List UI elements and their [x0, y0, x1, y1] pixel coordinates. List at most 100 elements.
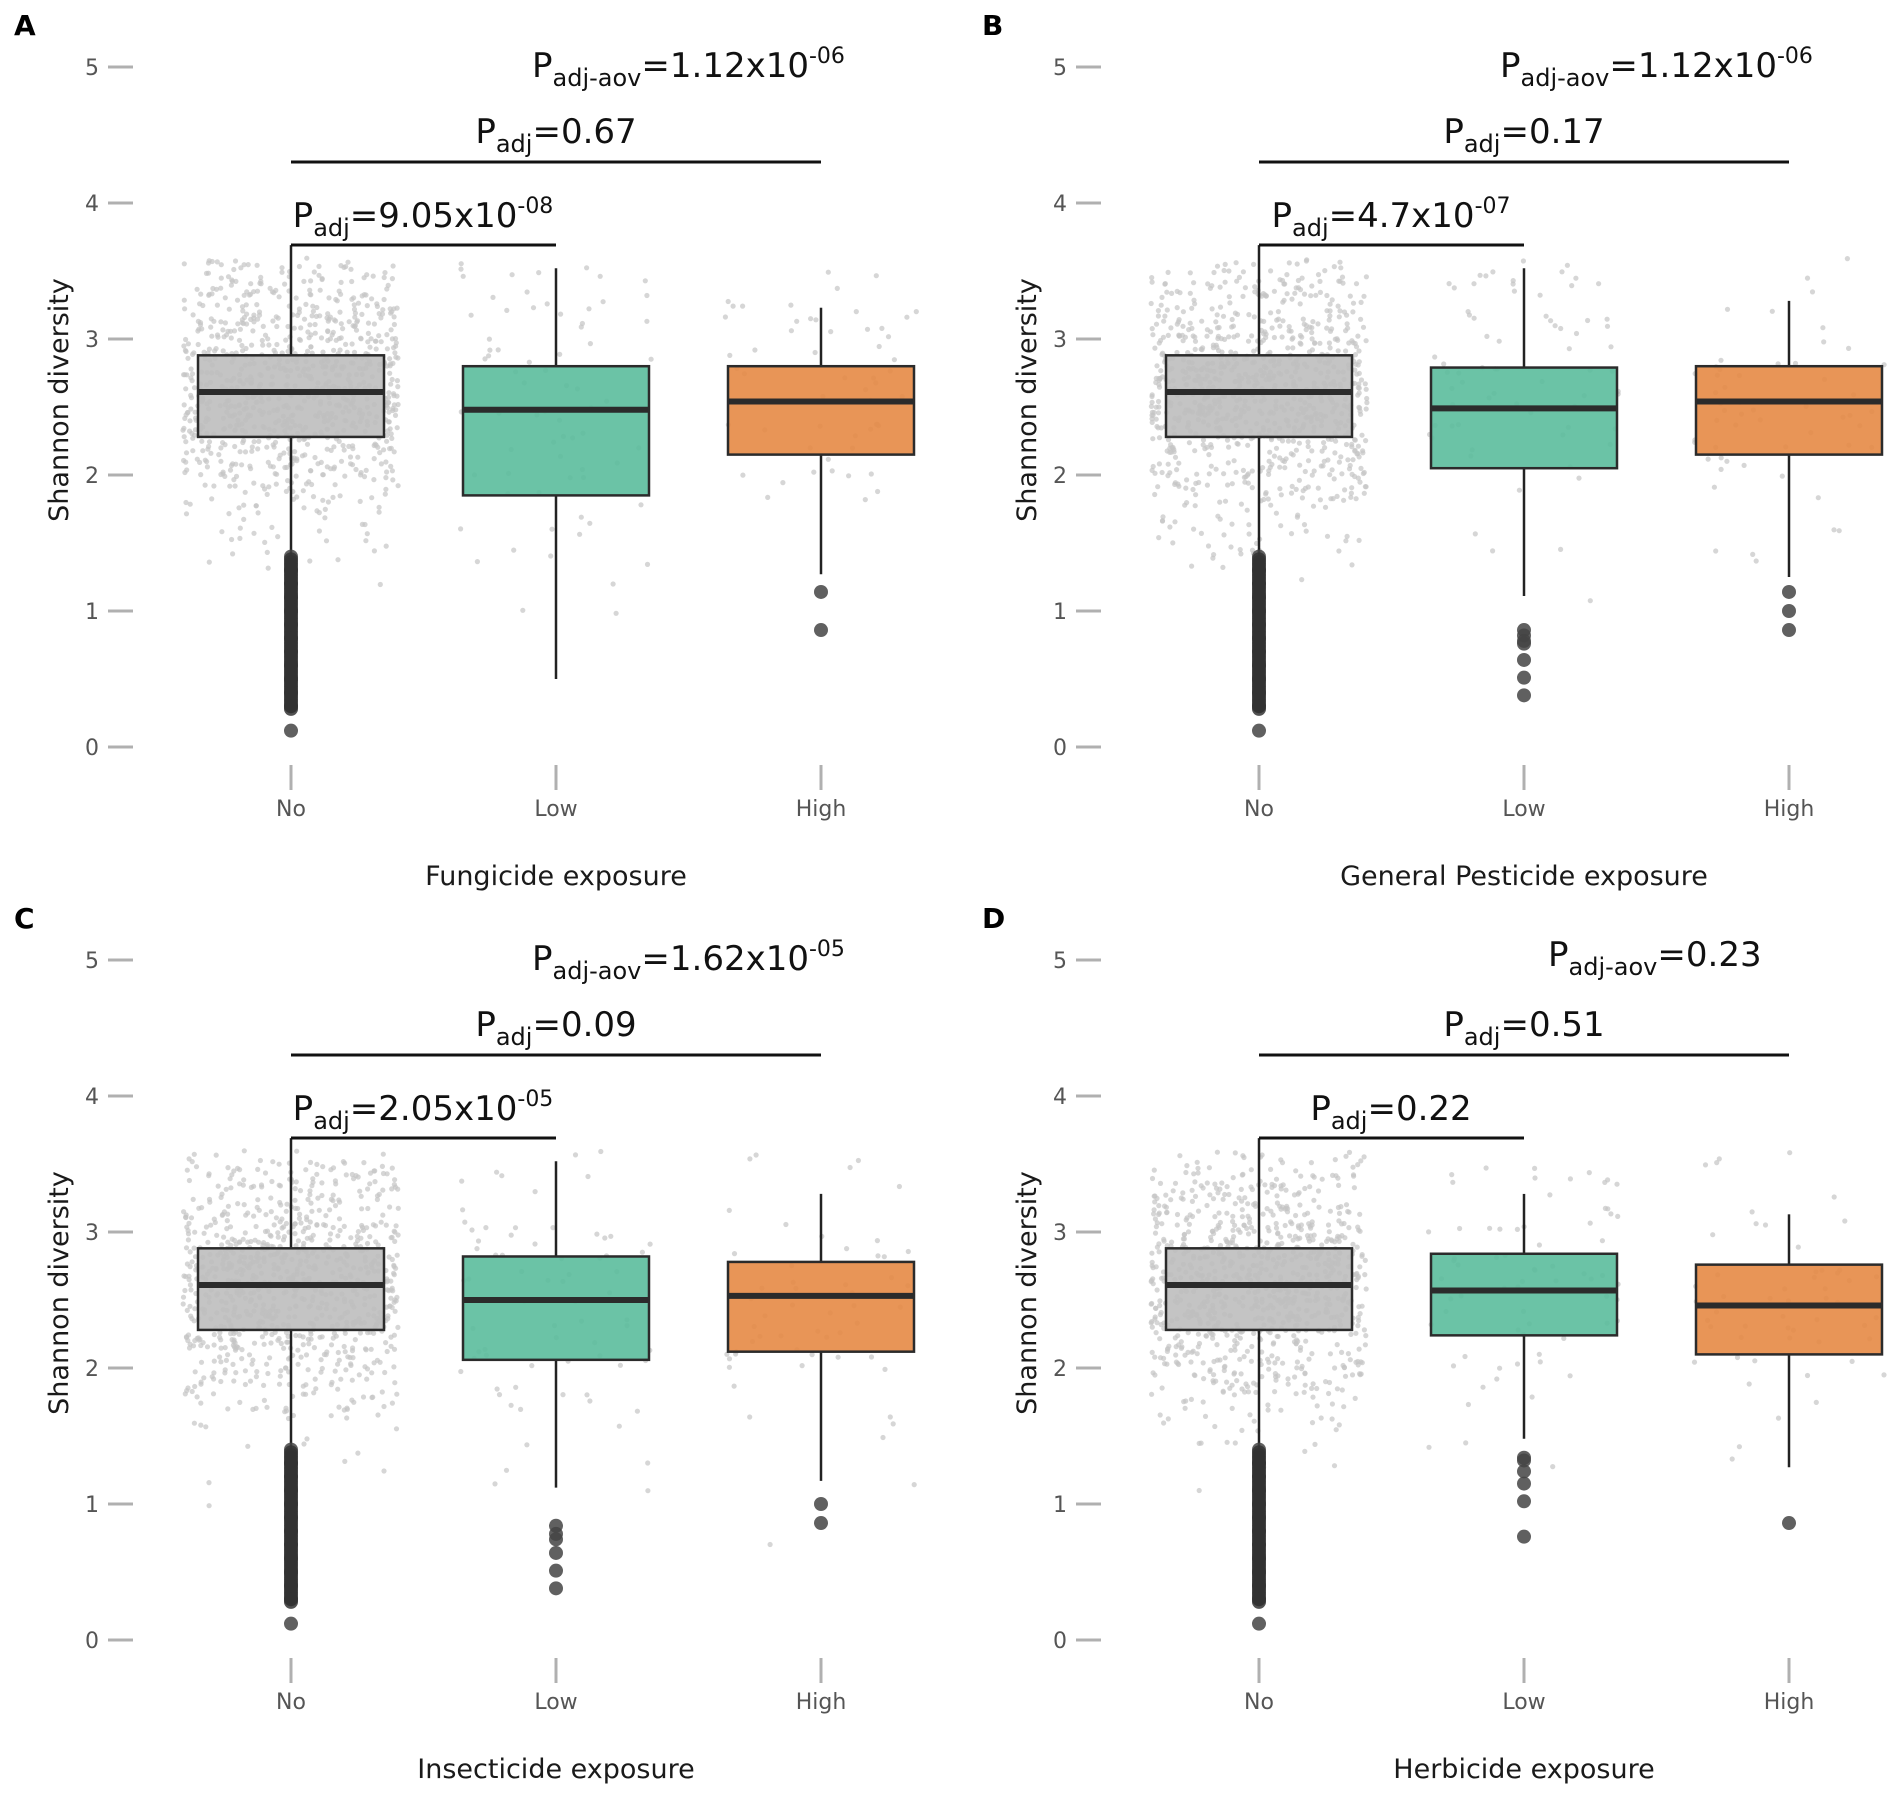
jitter-point — [1151, 1207, 1157, 1213]
jitter-point — [1251, 1228, 1257, 1234]
jitter-point — [1224, 1439, 1230, 1445]
jitter-point — [349, 296, 355, 302]
jitter-point — [726, 1364, 733, 1370]
jitter-point — [1216, 1210, 1222, 1216]
jitter-point — [1337, 259, 1343, 265]
jitter-point — [1152, 491, 1158, 498]
jitter-point — [1363, 406, 1369, 412]
jitter-point — [1302, 1382, 1308, 1388]
jitter-point — [1244, 472, 1251, 478]
jitter-point — [1342, 487, 1348, 493]
jitter-point — [1204, 333, 1210, 339]
jitter-point — [348, 1361, 354, 1367]
jitter-point — [1229, 1405, 1235, 1411]
jitter-point — [1691, 1359, 1698, 1365]
jitter-point — [1345, 457, 1351, 463]
jitter-point — [1510, 278, 1516, 284]
jitter-point — [1156, 384, 1163, 390]
jitter-point — [214, 259, 220, 265]
jitter-point — [1327, 328, 1334, 334]
jitter-point — [1514, 1361, 1521, 1367]
jitter-point — [524, 1442, 530, 1448]
jitter-point — [184, 1307, 190, 1313]
jitter-point — [211, 1331, 217, 1338]
jitter-point — [1189, 1198, 1195, 1204]
jitter-point — [508, 1232, 514, 1238]
jitter-point — [232, 1340, 238, 1346]
jitter-point — [1326, 317, 1332, 323]
jitter-point — [613, 610, 619, 616]
jitter-point — [206, 1503, 212, 1509]
jitter-point — [1157, 1298, 1163, 1304]
jitter-point — [1248, 1167, 1254, 1173]
jitter-point — [648, 356, 654, 362]
jitter-point — [338, 291, 344, 297]
pval-value: =0.09 — [532, 1005, 636, 1045]
jitter-point — [297, 1333, 303, 1339]
jitter-point — [1277, 323, 1283, 329]
jitter-point — [283, 488, 289, 494]
jitter-point — [1217, 499, 1223, 505]
jitter-point — [1341, 497, 1347, 503]
jitter-point — [186, 1277, 192, 1283]
jitter-point — [1343, 328, 1349, 334]
jitter-point — [1201, 1376, 1207, 1382]
jitter-point — [302, 452, 308, 458]
jitter-point — [387, 370, 393, 376]
jitter-point — [230, 1361, 236, 1367]
jitter-point — [1311, 1197, 1317, 1203]
jitter-point — [284, 1339, 290, 1345]
jitter-point — [380, 1151, 386, 1157]
jitter-point — [1239, 1427, 1245, 1433]
jitter-point — [610, 581, 616, 587]
jitter-point — [227, 467, 234, 473]
jitter-point — [389, 276, 395, 282]
jitter-point — [1543, 313, 1549, 319]
jitter-point — [1189, 1187, 1195, 1193]
jitter-point — [1268, 268, 1274, 274]
jitter-point — [388, 381, 394, 387]
jitter-point — [235, 1201, 241, 1207]
jitter-point — [1363, 386, 1369, 392]
jitter-point — [1153, 416, 1159, 422]
jitter-point — [880, 1434, 886, 1441]
jitter-point — [1186, 1221, 1192, 1227]
jitter-point — [1232, 1150, 1238, 1156]
jitter-point — [319, 1365, 325, 1372]
jitter-point — [1301, 1389, 1307, 1395]
jitter-point — [393, 1298, 399, 1304]
jitter-point — [1209, 1331, 1215, 1337]
jitter-point — [1165, 269, 1171, 275]
jitter-point — [375, 1242, 381, 1248]
jitter-point — [295, 1238, 301, 1244]
jitter-point — [312, 321, 318, 328]
jitter-point — [1152, 1216, 1158, 1222]
jitter-point — [868, 1354, 875, 1360]
jitter-point — [1282, 1222, 1288, 1229]
jitter-point — [219, 1242, 225, 1248]
jitter-point — [1195, 1208, 1202, 1214]
jitter-point — [357, 1188, 363, 1194]
jitter-point — [1339, 1349, 1345, 1355]
jitter-point — [391, 449, 397, 455]
jitter-point — [281, 1345, 287, 1351]
jitter-point — [530, 305, 537, 311]
jitter-point — [1355, 333, 1361, 339]
jitter-point — [1237, 547, 1243, 553]
jitter-point — [222, 320, 228, 326]
jitter-point — [236, 1331, 242, 1337]
jitter-point — [512, 1225, 519, 1231]
jitter-point — [1226, 268, 1232, 274]
jitter-point — [1277, 486, 1283, 492]
jitter-point — [617, 1362, 624, 1368]
jitter-point — [377, 1359, 383, 1365]
jitter-point — [1226, 444, 1232, 450]
jitter-point — [1471, 281, 1477, 287]
jitter-point — [1244, 507, 1250, 513]
jitter-point — [1309, 283, 1315, 289]
pval-value: =0.51 — [1500, 1005, 1604, 1045]
jitter-point — [1441, 361, 1447, 367]
jitter-point — [218, 1378, 224, 1385]
jitter-point — [1229, 324, 1235, 330]
jitter-point — [220, 348, 226, 354]
